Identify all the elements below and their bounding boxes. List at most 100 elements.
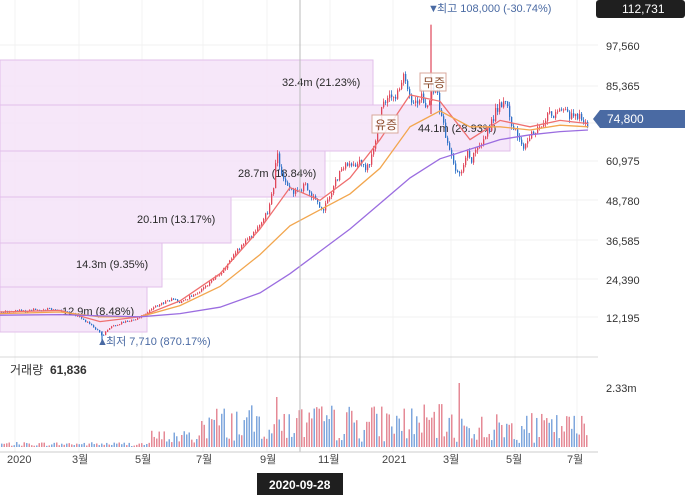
volume-bar [26, 443, 28, 447]
volume-bar [583, 423, 585, 447]
candle-body [167, 300, 169, 302]
candle-body [35, 308, 37, 311]
candle-body [545, 120, 547, 125]
candle-body [497, 107, 499, 112]
volume-bar [171, 442, 173, 447]
volume-bar [158, 431, 160, 447]
candle-body [335, 179, 337, 187]
candle-body [339, 170, 341, 181]
candle-body [401, 82, 403, 89]
candle-body [301, 190, 303, 192]
candle-body [441, 110, 443, 117]
volume-bar [283, 413, 285, 447]
candle-body [161, 302, 163, 305]
volume-bar [323, 421, 325, 447]
candle-body [243, 243, 245, 246]
volume-bar [123, 442, 125, 447]
candle-body [83, 318, 85, 320]
candle-body [303, 184, 305, 192]
volume-bar [66, 443, 68, 447]
volume-bar [88, 443, 90, 447]
volume-bar [143, 444, 145, 447]
candle-body [323, 209, 325, 211]
volume-bar [463, 425, 465, 447]
volume-bar [166, 441, 168, 447]
volume-bar [406, 438, 408, 447]
volume-bar [518, 442, 520, 447]
volume-bar [103, 444, 105, 447]
volume-bar [508, 424, 510, 447]
candle-body [203, 287, 205, 290]
volume-profile-label: 32.4m (21.23%) [282, 77, 360, 89]
candle-body [155, 305, 157, 308]
volume-bar [346, 412, 348, 447]
candle-body [373, 148, 375, 155]
volume-profile-bar [0, 286, 148, 333]
candle-body [199, 291, 201, 294]
volume-bar [21, 445, 23, 447]
candle-body [455, 163, 457, 171]
volume-bar [68, 443, 70, 447]
candle-body [547, 113, 549, 121]
candle-body [275, 163, 277, 189]
candle-body [159, 304, 161, 307]
x-tick-label: 9월 [260, 453, 276, 466]
candle-body [499, 102, 501, 112]
volume-profile-label: 14.3m (9.35%) [76, 259, 148, 271]
volume-bar [263, 436, 265, 447]
candle-body [207, 285, 209, 287]
candle-body [471, 157, 473, 163]
candle-body [447, 137, 449, 143]
candle-body [291, 188, 293, 190]
moving-average-line [0, 94, 589, 323]
candle-body [453, 155, 455, 164]
candle-body [305, 183, 307, 185]
volume-bar [456, 441, 458, 447]
volume-bar [78, 444, 80, 447]
candle-body [113, 325, 115, 327]
volume-bar [558, 438, 560, 447]
volume-bar [426, 417, 428, 447]
candle-body [573, 113, 575, 117]
volume-bar [3, 443, 5, 447]
volume-bar [526, 415, 528, 447]
candle-body [123, 322, 125, 323]
candle-body [391, 94, 393, 97]
volume-bar [516, 439, 518, 447]
candle-body [279, 153, 281, 167]
volume-bar [416, 416, 418, 447]
volume-bar [461, 418, 463, 447]
candle-body [377, 126, 379, 141]
crosshair-date-badge [257, 473, 343, 495]
candle-body [163, 302, 165, 304]
candle-body [29, 309, 31, 311]
volume-bar [343, 433, 345, 447]
volume-bar [401, 430, 403, 447]
candle-body [409, 89, 411, 95]
volume-bar [568, 416, 570, 447]
volume-bar [153, 436, 155, 447]
candle-body [329, 197, 331, 200]
volume-bar [128, 442, 130, 447]
candle-body [563, 109, 565, 111]
volume-bar [33, 445, 35, 447]
volume-bar [293, 433, 295, 447]
volume-bar [86, 445, 88, 447]
volume-bar [446, 431, 448, 447]
x-tick-label: 5월 [135, 453, 151, 466]
volume-bar [413, 434, 415, 447]
x-tick-label: 11월 [318, 453, 340, 466]
candle-body [263, 219, 265, 223]
y-tick-label: 24,390 [606, 275, 640, 287]
candle-body [99, 330, 101, 333]
volume-bar [18, 444, 20, 447]
volume-bar [138, 443, 140, 447]
volume-bar [551, 419, 553, 447]
volume-bar [36, 445, 38, 447]
candle-body [549, 111, 551, 114]
volume-bar [83, 442, 85, 447]
volume-bar [233, 440, 235, 447]
volume-bar [106, 442, 108, 447]
volume-title: 거래량 [10, 363, 43, 377]
candle-body [271, 194, 273, 205]
